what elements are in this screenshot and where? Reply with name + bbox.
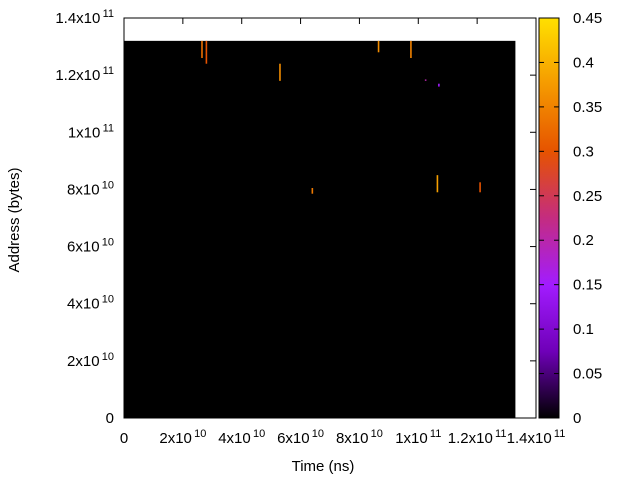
x-tick-label: 8x10 10 [336, 428, 383, 447]
y-axis-ticks: 0 2x10 10 4x10 10 6x10 10 8x10 10 1x10 11 1.2x… [55, 8, 536, 427]
y-axis-label: Address (bytes) [6, 167, 23, 272]
y-tick-label: 6x10 10 [67, 237, 114, 256]
heatmap-cell [438, 83, 440, 87]
colorbar-tick-label: 0.3 [573, 143, 594, 160]
heatmap-cell [279, 63, 281, 81]
colorbar: 0 0.05 0.1 0.15 0.2 0.25 0.3 0.35 0.4 0.45 [538, 10, 602, 427]
heatmap-cell [201, 40, 203, 58]
colorbar-tick-label: 0.25 [573, 188, 602, 205]
x-tick-label: 1.2x10 11 [448, 428, 507, 447]
x-axis-ticks: 0 2x10 10 4x10 10 6x10 10 8x10 10 1x10 11 1.2x… [120, 18, 566, 447]
heatmap-cell [436, 175, 439, 193]
plot-border [123, 17, 537, 419]
colorbar-gradient [538, 17, 560, 419]
y-tick-label: 1x10 11 [68, 122, 114, 141]
y-tick-label: 1.2x10 11 [55, 65, 114, 84]
colorbar-tick-label: 0.1 [573, 321, 594, 338]
x-axis-label: Time (ns) [292, 458, 355, 475]
colorbar-tick-label: 0.45 [573, 10, 602, 27]
y-tick-label: 4x10 10 [67, 294, 114, 313]
y-tick-label: 2x10 10 [67, 351, 114, 370]
colorbar-tick-label: 0.05 [573, 366, 602, 383]
plot-area [123, 17, 537, 419]
x-tick-label: 2x10 10 [159, 428, 206, 447]
x-tick-label: 1x10 11 [395, 428, 441, 447]
y-tick-label: 0 [106, 410, 114, 427]
colorbar-tick-label: 0.15 [573, 277, 602, 294]
colorbar-tick-label: 0.2 [573, 232, 594, 249]
y-tick-label: 1.4x10 11 [55, 8, 114, 27]
x-tick-label: 6x10 10 [277, 428, 324, 447]
y-tick-label: 8x10 10 [67, 179, 114, 198]
x-tick-label: 4x10 10 [218, 428, 265, 447]
heatmap-background [124, 40, 516, 418]
colorbar-tick-label: 0.4 [573, 54, 594, 71]
colorbar-tick-label: 0 [573, 410, 581, 427]
heatmap-cell [410, 40, 412, 58]
heatmap-cell [424, 79, 427, 81]
x-tick-label: 0 [120, 430, 128, 447]
heatmap-cell [479, 182, 481, 193]
colorbar-tick-label: 0.35 [573, 99, 602, 116]
x-tick-label: 1.4x10 11 [507, 428, 566, 447]
heatmap-cell [311, 188, 314, 194]
heatmap-cell [377, 40, 380, 53]
heatmap-cell [205, 40, 208, 64]
